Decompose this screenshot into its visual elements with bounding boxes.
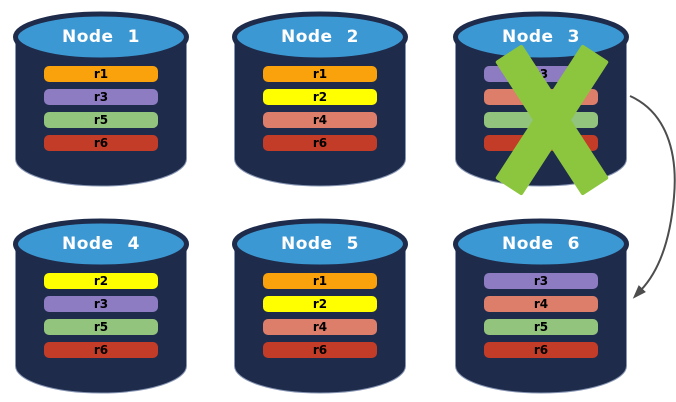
replica-bar-r3: r3: [484, 66, 598, 82]
node-title: Node 6: [501, 234, 580, 254]
replica-bar-r5: r5: [44, 319, 158, 335]
replica-bar-r3: r3: [44, 89, 158, 105]
replica-bar-r3: r3: [44, 296, 158, 312]
node-4: Node 4 r2 r3 r5 r6: [12, 215, 190, 397]
node-title: Node 5: [280, 234, 359, 254]
replica-list: r3 r4 r5 r6: [484, 66, 598, 151]
replica-bar-r6: r6: [44, 342, 158, 358]
replica-list: r1 r2 r4 r6: [263, 273, 377, 358]
replica-bar-r6: r6: [484, 135, 598, 151]
replica-bar-r4: r4: [263, 112, 377, 128]
replica-bar-r1: r1: [44, 66, 158, 82]
replica-bar-r6: r6: [484, 342, 598, 358]
replica-list: r1 r3 r5 r6: [44, 66, 158, 151]
replica-bar-r4: r4: [263, 319, 377, 335]
replica-bar-r4: r4: [484, 296, 598, 312]
replica-list: r2 r3 r5 r6: [44, 273, 158, 358]
replica-bar-r1: r1: [263, 273, 377, 289]
replica-bar-r6: r6: [44, 135, 158, 151]
replica-bar-r5: r5: [484, 112, 598, 128]
replica-bar-r5: r5: [484, 319, 598, 335]
node-title: Node 1: [61, 27, 140, 47]
node-title: Node 2: [280, 27, 359, 47]
node-title: Node 4: [61, 234, 140, 254]
replica-bar-r6: r6: [263, 342, 377, 358]
replica-bar-r6: r6: [263, 135, 377, 151]
replica-list: r1 r2 r4 r6: [263, 66, 377, 151]
replica-list: r3 r4 r5 r6: [484, 273, 598, 358]
node-5: Node 5 r1 r2 r4 r6: [231, 215, 409, 397]
replica-bar-r5: r5: [44, 112, 158, 128]
node-1: Node 1 r1 r3 r5 r6: [12, 8, 190, 190]
node-6: Node 6 r3 r4 r5 r6: [452, 215, 630, 397]
node-2: Node 2 r1 r2 r4 r6: [231, 8, 409, 190]
replica-bar-r1: r1: [263, 66, 377, 82]
node-3: Node 3 r3 r4 r5 r6: [452, 8, 630, 196]
replica-bar-r2: r2: [263, 296, 377, 312]
replica-bar-r4: r4: [484, 89, 598, 105]
replica-bar-r2: r2: [44, 273, 158, 289]
node-title: Node 3: [501, 27, 580, 47]
replica-bar-r3: r3: [484, 273, 598, 289]
replica-bar-r2: r2: [263, 89, 377, 105]
